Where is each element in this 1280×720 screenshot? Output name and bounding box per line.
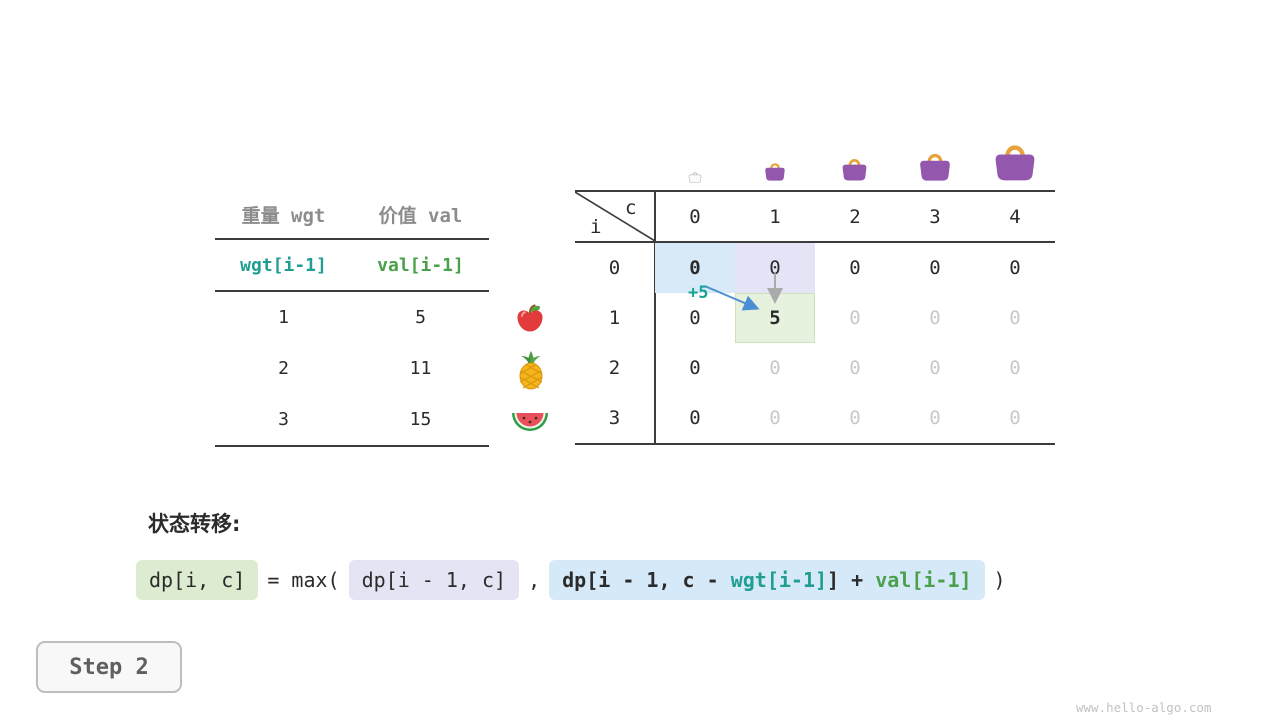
item-row-2: 2 11 [215, 343, 489, 394]
dp-vertical-rule [654, 192, 656, 443]
dp-cell-3-4: 0 [1009, 407, 1021, 429]
pineapple-icon [513, 350, 549, 394]
dp-table: c i 0 1 2 3 4 0 1 2 3 0 0 0 0 0 0 5 0 0 … [575, 190, 1055, 445]
value-column-header: 价值 val [378, 204, 463, 227]
wgt-var-label: wgt[i-1] [240, 254, 327, 276]
dp-cell-3-2: 0 [849, 407, 861, 429]
dp-cell-0-2: 0 [849, 257, 861, 279]
dp-cell-0-1: 0 [735, 243, 815, 293]
dp-cell-0-4: 0 [1009, 257, 1021, 279]
col-header-0: 0 [689, 205, 701, 228]
item-row-3: 3 15 [215, 394, 489, 445]
formula-term1-pill: dp[i - 1, c] [348, 560, 520, 600]
item-3-value: 15 [409, 409, 432, 430]
item-row-1: 1 5 [215, 292, 489, 343]
bag-icon-3 [918, 149, 952, 185]
dp-cell-0-3: 0 [929, 257, 941, 279]
row-header-0: 0 [608, 257, 621, 279]
dp-cell-2-2: 0 [849, 357, 861, 379]
bag-icon-2 [841, 155, 868, 185]
col-header-3: 3 [929, 205, 941, 228]
step-button[interactable]: Step 2 [36, 641, 182, 693]
dp-cell-1-2: 0 [849, 307, 861, 329]
dp-cell-2-4: 0 [1009, 357, 1021, 379]
dp-cell-3-1: 0 [769, 407, 781, 429]
item-1-weight: 1 [278, 307, 289, 328]
corner-diagonal-line [575, 192, 655, 241]
apple-icon [514, 302, 546, 338]
row-header-3: 3 [608, 407, 621, 429]
dp-cell-1-1: 5 [735, 293, 815, 343]
corner-row-label: i [590, 216, 602, 238]
formula-term2-val: val[i-1] [875, 568, 972, 592]
watermark-text: www.hello-algo.com [1076, 700, 1212, 715]
dp-header-rule [575, 241, 1055, 243]
dp-col-headers: 0 1 2 3 4 [655, 192, 1055, 241]
dp-cell-2-3: 0 [929, 357, 941, 379]
dp-cell-1-0: 0 [689, 307, 701, 329]
plus-value-annotation: +5 [688, 283, 709, 303]
dp-cell-2-1: 0 [769, 357, 781, 379]
dp-cell-0-0: 0 [655, 243, 735, 293]
dp-cell-3-3: 0 [929, 407, 941, 429]
items-table-header-row: 重量 wgt 价值 val [215, 190, 489, 240]
formula-term2-prefix: dp[i - 1, c - [562, 568, 731, 592]
bag-outline-icon [688, 168, 702, 187]
col-header-2: 2 [849, 205, 861, 228]
val-var-label: val[i-1] [377, 254, 464, 276]
formula-term2-pill: dp[i - 1, c - wgt[i-1]] + val[i-1] [549, 560, 985, 600]
item-2-value: 11 [409, 358, 432, 379]
dp-cell-1-4: 0 [1009, 307, 1021, 329]
items-table: 重量 wgt 价值 val wgt[i-1] val[i-1] 1 5 2 11… [215, 190, 489, 447]
dp-cell-1-3: 0 [929, 307, 941, 329]
dp-cell-2-0: 0 [689, 357, 701, 379]
formula-term2-mid: ] + [827, 568, 876, 592]
item-3-weight: 3 [278, 409, 289, 430]
col-header-4: 4 [1009, 205, 1021, 228]
transition-label: 状态转移: [148, 512, 241, 536]
dp-row-headers: 0 1 2 3 [575, 243, 654, 443]
formula-comma: , [528, 568, 541, 592]
transition-formula: dp[i, c] = max( dp[i - 1, c] , dp[i - 1,… [136, 560, 1006, 600]
col-header-1: 1 [769, 205, 781, 228]
formula-max-open: = max( [267, 568, 340, 592]
items-table-var-row: wgt[i-1] val[i-1] [215, 240, 489, 292]
formula-term2-wgt: wgt[i-1] [730, 568, 828, 592]
dp-cell-grid: 0 0 0 0 0 0 5 0 0 0 0 0 0 0 0 0 0 0 0 0 [655, 243, 1055, 443]
corner-col-label: c [625, 197, 637, 219]
bag-icon-1 [764, 160, 786, 185]
bag-icon-4 [993, 139, 1037, 185]
weight-column-header: 重量 wgt [241, 204, 326, 227]
item-2-weight: 2 [278, 358, 289, 379]
watermelon-icon [510, 406, 550, 442]
item-1-value: 5 [415, 307, 426, 328]
row-header-1: 1 [608, 307, 621, 329]
formula-close-paren: ) [993, 568, 1006, 592]
row-header-2: 2 [608, 357, 621, 379]
formula-lhs-pill: dp[i, c] [136, 560, 259, 600]
dp-cell-3-0: 0 [689, 407, 701, 429]
